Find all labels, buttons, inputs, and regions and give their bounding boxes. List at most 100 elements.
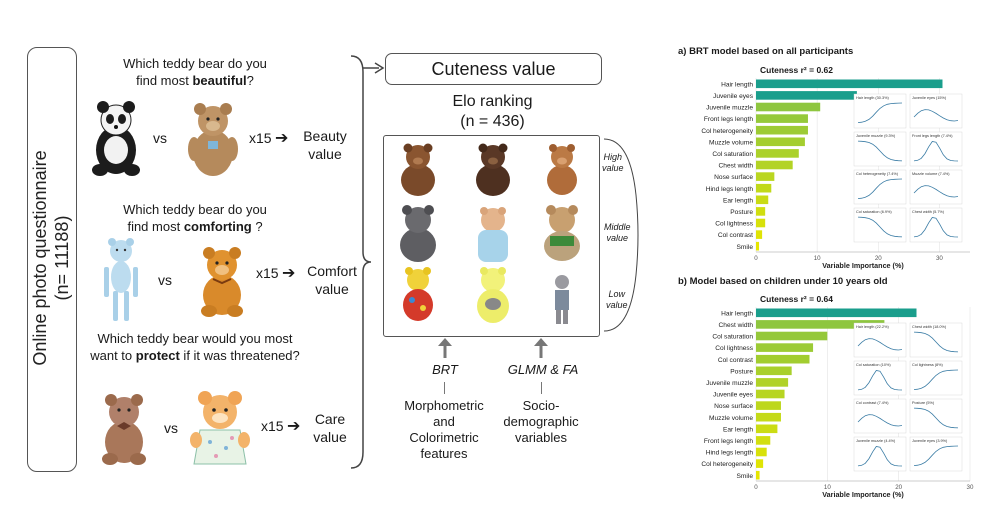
- value-scale-curve: [603, 138, 639, 332]
- mini-plot-frame: [909, 169, 963, 205]
- bar: [756, 401, 781, 410]
- multiplier: x15: [249, 130, 272, 146]
- bear-image: [478, 207, 508, 262]
- question-line1: Which teddy bear would you most: [97, 331, 293, 346]
- chart-a: Hair length Juvenile eyes Juvenile muzzle F…: [701, 78, 970, 270]
- category-label: Col lightness: [715, 345, 753, 352]
- bar: [756, 114, 808, 123]
- mini-plot-title: Col lightness (8%): [912, 363, 944, 367]
- bar: [756, 195, 769, 205]
- mini-plot-line: [913, 217, 959, 238]
- glmm-fa-method: GLMM & FA: [507, 362, 579, 377]
- mini-plot-line: [857, 338, 903, 351]
- mini-plot-title: Col heterogeneity (7.4%): [856, 172, 899, 176]
- bar: [756, 378, 789, 387]
- mini-plot-title: Juvenile eyes (3.9%): [912, 439, 948, 443]
- questionnaire-title: Online photo questionnaire: [30, 150, 50, 366]
- bar: [756, 470, 760, 480]
- category-label: Juvenile eyes: [713, 93, 754, 100]
- mini-plot-title: Hair length (30.3%): [856, 96, 889, 100]
- category-label: Muzzle volume: [709, 139, 753, 146]
- question-comfort: Which teddy bear do you find most comfor…: [80, 201, 310, 235]
- question-line2: find most comforting ?: [127, 219, 263, 234]
- bar: [756, 447, 767, 457]
- tick-label: 10: [814, 255, 821, 262]
- vs-label: vs: [153, 130, 167, 146]
- category-label: Front legs length: [704, 438, 753, 445]
- category-label: Ear length: [723, 197, 753, 204]
- panda-bear-image: [92, 101, 140, 176]
- category-label: Ear length: [723, 426, 753, 433]
- mini-plot-title: Juvenile muzzle (9.3%): [856, 134, 896, 138]
- question-line2: find most beautiful?: [136, 73, 254, 88]
- mini-plot-line: [913, 185, 959, 198]
- mini-plot-title: Col contrast (7.4%): [856, 401, 889, 405]
- bar: [756, 160, 793, 170]
- bar: [756, 137, 805, 147]
- right-arrow-icon: ➔: [275, 130, 289, 147]
- mini-plot-frame: [909, 131, 963, 167]
- mini-plot-title: Col saturation (10%): [856, 363, 891, 367]
- category-label: Juvenile eyes: [713, 392, 754, 399]
- chart-b-r2: Cuteness r² = 0.64: [760, 294, 833, 304]
- knitted-bear-image: [102, 394, 146, 465]
- category-label: Col heterogeneity: [701, 461, 753, 468]
- category-label: Nose surface: [714, 174, 753, 181]
- mini-plot-title: Muzzle volume (7.4%): [912, 172, 950, 176]
- bar: [756, 207, 766, 216]
- comfort-value: Comfort value: [307, 263, 357, 297]
- ranked-bear-images: [400, 143, 580, 324]
- bar: [756, 218, 766, 228]
- mini-plot-title: Juvenile eyes (15%): [912, 96, 947, 100]
- category-label: Posture: [730, 209, 753, 216]
- light-blue-bear-image: [104, 238, 138, 321]
- mini-plot-frame: [909, 207, 963, 243]
- connector-line: [444, 382, 445, 394]
- tick-label: 20: [895, 484, 902, 491]
- tick-label: 30: [936, 255, 943, 262]
- bar: [756, 102, 821, 112]
- beauty-value: Beauty value: [303, 128, 347, 162]
- multiplier: x15: [261, 418, 284, 434]
- sociodemographic-variables: Socio-demographic variables: [503, 398, 579, 445]
- mini-plot-line: [857, 178, 903, 199]
- category-label: Juvenile muzzle: [706, 380, 753, 387]
- mini-plot-title: Front legs length (7.4%): [912, 134, 953, 138]
- mini-plot-title: Posture (5%): [912, 401, 935, 405]
- morphometric-features: Morphometric and Colorimetric features: [404, 398, 484, 461]
- category-label: Col saturation: [712, 334, 753, 341]
- bar: [756, 354, 810, 364]
- connector-line: [541, 382, 542, 394]
- chart-a-r2: Cuteness r² = 0.62: [760, 65, 833, 75]
- category-label: Col contrast: [718, 357, 753, 364]
- category-label: Smile: [737, 244, 754, 251]
- bar: [756, 230, 763, 239]
- questionnaire-label: Online photo questionnaire (n= 11188): [29, 150, 73, 365]
- bear-image: [544, 205, 580, 261]
- category-label: Posture: [730, 368, 753, 375]
- bear-image: [400, 205, 436, 262]
- bar: [756, 320, 885, 329]
- bear-image: [477, 267, 509, 323]
- mini-plot-frame: [853, 436, 907, 472]
- category-label: Chest width: [719, 322, 754, 329]
- category-label: Hind legs length: [706, 450, 754, 457]
- low-value-label: Low value: [606, 289, 628, 310]
- question-line2: want to protect if it was threatened?: [90, 348, 300, 363]
- category-label: Nose surface: [714, 403, 753, 410]
- category-label: Chest width: [719, 163, 754, 170]
- mini-plot-frame: [909, 93, 963, 129]
- bar: [756, 436, 771, 445]
- mini-plot-line: [913, 369, 959, 390]
- category-label: Hair length: [721, 310, 753, 317]
- brace-connector: [350, 55, 385, 469]
- mini-plot-line: [857, 216, 903, 238]
- tick-label: 10: [824, 484, 831, 491]
- middle-value-label: Middle value: [604, 222, 631, 243]
- chart-a-title: a) BRT model based on all participants: [678, 46, 854, 57]
- mini-plot-line: [913, 445, 959, 466]
- questionnaire-n: (n= 11188): [52, 215, 72, 301]
- tick-label: 0: [754, 255, 758, 262]
- chart-b: Hair length Chest width Col saturation Col …: [701, 307, 974, 499]
- tick-label: 20: [875, 255, 882, 262]
